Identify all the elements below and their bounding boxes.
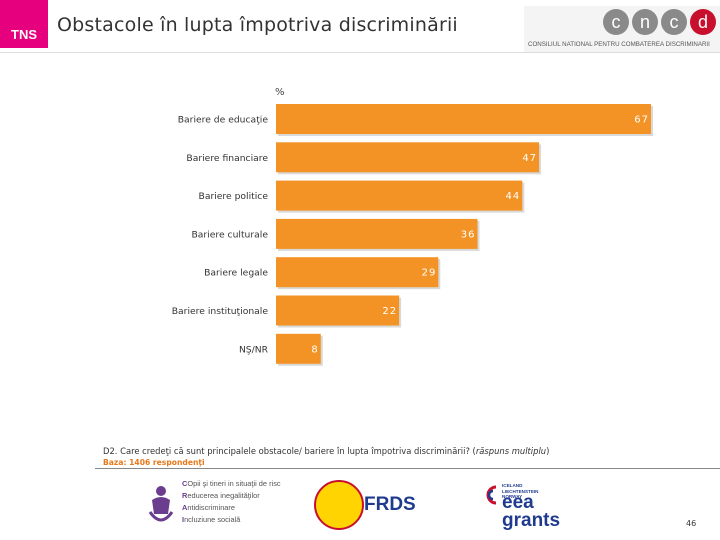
- header-divider: [0, 52, 720, 53]
- category-label: Bariere culturale: [191, 229, 268, 240]
- category-label: Bariere instituţionale: [172, 306, 269, 317]
- eea-countries: ICELAND LIECHTENSTEIN NORWAY: [502, 483, 539, 500]
- eea-swirl-icon: [486, 485, 497, 505]
- partner1-line: Incluziune socială: [182, 515, 241, 524]
- bar: [276, 104, 651, 134]
- partner1-text: COpii şi tineri in situaţii de risc Redu…: [182, 478, 281, 526]
- page-title: Obstacole în lupta împotriva discriminăr…: [57, 14, 458, 36]
- bar: [276, 218, 478, 249]
- cncd-letter: c: [661, 9, 687, 35]
- category-label: Bariere legale: [204, 268, 268, 279]
- partner-logo-eea: ICELAND LIECHTENSTEIN NORWAY eea grants: [482, 478, 582, 536]
- data-label: 36: [461, 229, 476, 240]
- eea-grants-text: eea grants: [502, 492, 561, 531]
- cncd-logo: c n c d CONSILIUL NATIONAL PENTRU COMBAT…: [524, 6, 720, 52]
- category-label: Bariere de educaţie: [178, 115, 269, 126]
- eea-line: grants: [502, 510, 561, 531]
- cncd-subtitle: CONSILIUL NATIONAL PENTRU COMBATEREA DIS…: [528, 41, 710, 48]
- category-label: NŞ/NR: [239, 344, 269, 355]
- tns-logo: TNS: [0, 0, 48, 48]
- question-footnote: D2. Care credeţi că sunt principalele ob…: [103, 446, 549, 456]
- question-suffix: ): [546, 446, 550, 456]
- bar: [276, 180, 523, 211]
- partner1-line: Reducerea inegalităţilor: [182, 491, 260, 500]
- frds-name: FRDS: [364, 494, 416, 515]
- partner-logo-copii: COpii şi tineri in situaţii de risc Redu…: [148, 478, 281, 534]
- data-label: 47: [522, 153, 537, 164]
- question-prefix: D2. Care credeţi că sunt principalele ob…: [103, 446, 476, 456]
- question-italic: răspuns multiplu: [475, 446, 547, 456]
- people-icon: [148, 486, 174, 522]
- cncd-letters: c n c d: [603, 9, 716, 35]
- cncd-letter: c: [603, 9, 629, 35]
- frds-emblem-icon: [314, 480, 364, 530]
- bar: [276, 295, 400, 326]
- eea-country: LIECHTENSTEIN: [502, 488, 539, 494]
- category-label: Bariere politice: [199, 191, 269, 202]
- data-label: 67: [634, 115, 649, 126]
- data-label: 22: [382, 306, 397, 317]
- data-label: 29: [422, 268, 437, 279]
- cncd-letter: n: [632, 9, 658, 35]
- bar-chart: Bariere de educaţie 67 Bariere financiare 4…: [172, 104, 653, 366]
- eea-country: NORWAY: [502, 494, 523, 499]
- data-label: 44: [506, 191, 521, 202]
- data-label: 8: [311, 344, 318, 355]
- category-label: Bariere financiare: [186, 153, 268, 164]
- bar: [276, 257, 439, 288]
- partner1-line: COpii şi tineri in situaţii de risc: [182, 479, 281, 488]
- footer-divider: [95, 468, 720, 469]
- bar: [276, 142, 540, 173]
- bar: [276, 333, 321, 364]
- tns-logo-text: TNS: [11, 27, 37, 42]
- base-note: Baza: 1406 respondenţi: [103, 458, 205, 467]
- eea-country: ICELAND: [502, 483, 523, 488]
- eea-line: eea: [502, 492, 534, 513]
- chart-unit-label: %: [275, 87, 285, 98]
- partner1-line: Antidiscriminare: [182, 503, 235, 512]
- partner-logo-frds: FRDS: [314, 478, 416, 536]
- page-number: 46: [686, 519, 697, 528]
- cncd-letter: d: [690, 9, 716, 35]
